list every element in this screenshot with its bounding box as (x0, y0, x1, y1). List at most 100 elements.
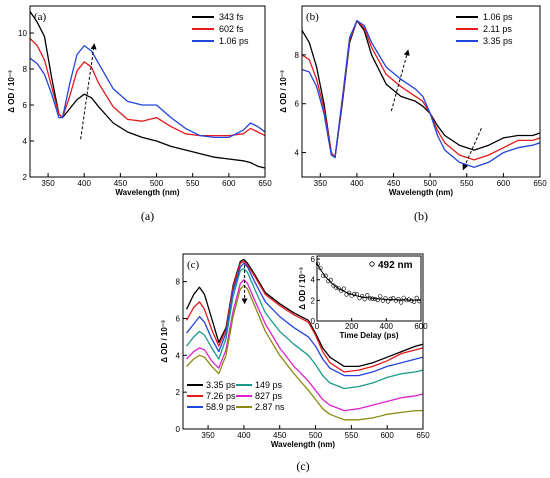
inset-y-tick-label-2: 4 (311, 276, 316, 285)
inset-annotation: 492 nm (378, 260, 413, 271)
x-tick-label-b-5: 600 (497, 179, 511, 188)
legend-label-c-0: 3.35 ps (206, 380, 236, 390)
y-tick-label-b-1: 6 (295, 100, 300, 109)
y-tick-label-a-3: 8 (23, 65, 28, 74)
x-axis-label-a: Wavelength (nm) (115, 188, 179, 197)
y-tick-label-c-4: 8 (176, 278, 181, 287)
y-tick-label-a-4: 10 (18, 29, 27, 38)
inset-data-point (388, 296, 393, 302)
x-tick-label-c-4: 550 (345, 431, 359, 440)
y-tick-label-c-3: 6 (176, 314, 181, 323)
plot-frame-b (301, 5, 541, 178)
legend-label-a-1: 602 fs (219, 24, 244, 34)
x-tick-label-c-5: 600 (380, 431, 394, 440)
y-tick-label-a-0: 2 (23, 173, 28, 182)
x-tick-label-a-5: 600 (222, 179, 236, 188)
x-tick-label-a-2: 450 (114, 179, 128, 188)
inset-x-tick-label-0: 0 (315, 322, 320, 331)
x-tick-label-b-0: 350 (314, 179, 328, 188)
y-tick-label-a-2: 6 (23, 101, 28, 110)
series-group-b (302, 20, 540, 168)
inset-data-point (378, 294, 383, 299)
legend-label-b-1: 2.11 ps (483, 24, 512, 34)
x-tick-label-c-2: 450 (273, 431, 287, 440)
panel-label-c: (c) (187, 259, 200, 271)
x-tick-label-c-1: 400 (237, 431, 251, 440)
inset-data-point (409, 298, 414, 303)
inset-x-axis-label: Time Delay (ps) (340, 331, 399, 340)
series-line-c-1 (186, 260, 423, 373)
inset-data-point (341, 286, 347, 291)
x-tick-label-a-4: 550 (186, 179, 200, 188)
x-tick-label-c-3: 500 (309, 431, 323, 440)
x-tick-label-b-3: 500 (423, 179, 437, 188)
panel-caption-a: (a) (141, 209, 154, 223)
inset-fit-line (316, 262, 421, 301)
legend-label-b-2: 3.35 ps (483, 36, 513, 46)
series-line-a-0 (30, 11, 265, 169)
series-line-c-3 (186, 268, 423, 390)
panel-c: 350 400 450 500 550 600 650 0 2 4 6 8 Wavelength (nm… (160, 253, 430, 473)
x-tick-label-a-1: 400 (78, 179, 92, 188)
x-tick-label-b-4: 550 (460, 179, 474, 188)
y-axis-label-c: Δ OD / 10⁻³ (160, 320, 169, 363)
legend-label-c-1: 7.26 ps (206, 391, 236, 401)
panel-label-a: (a) (34, 11, 47, 23)
panel-label-b: (b) (306, 11, 319, 23)
inset-frame (316, 255, 422, 322)
y-tick-label-a-1: 4 (23, 137, 28, 146)
inset-y-tick-label-1: 2 (311, 296, 316, 305)
x-tick-label-b-2: 450 (387, 179, 401, 188)
legend-label-c-5: 2.87 ns (255, 402, 285, 412)
series-line-a-1 (30, 37, 265, 137)
inset-data-point (336, 286, 341, 291)
inset-chart: 0 200 400 600 0 2 4 6 Time Delay (ps) Δ OD / 10⁻³… (298, 255, 428, 340)
inset-data-point (383, 296, 388, 301)
y-axis-label-a: Δ OD / 10⁻³ (7, 70, 16, 113)
trend-arrow-b-rise (390, 49, 410, 112)
series-line-a-2 (30, 44, 265, 139)
inset-data-point (396, 297, 401, 302)
series-line-c-2 (186, 262, 423, 377)
x-tick-label-c-0: 350 (201, 431, 215, 440)
legend-label-c-4: 827 ps (255, 391, 283, 401)
legend-label-c-3: 149 ps (255, 380, 283, 390)
x-tick-label-c-6: 650 (416, 431, 430, 440)
x-tick-label-a-6: 650 (258, 179, 272, 188)
series-line-b-2 (302, 20, 540, 168)
legend-label-a-0: 343 fs (219, 12, 244, 22)
inset-y-axis-label: Δ OD / 10⁻³ (298, 267, 307, 310)
series-line-c-5 (186, 284, 423, 421)
x-tick-label-b-6: 650 (533, 179, 547, 188)
x-axis-label-c: Wavelength (nm) (271, 440, 335, 449)
x-tick-label-a-0: 350 (41, 179, 55, 188)
inset-x-tick-label-2: 400 (380, 322, 394, 331)
legend-label-c-2: 58.9 ps (206, 402, 236, 412)
inset-data-point (331, 283, 336, 288)
inset-legend-marker (369, 261, 375, 267)
series-group-c (186, 258, 423, 421)
y-axis-label-b: Δ OD / 10⁻³ (279, 70, 288, 113)
x-tick-label-a-3: 500 (150, 179, 164, 188)
panel-caption-b: (b) (414, 209, 428, 223)
x-axis-label-b: Wavelength (nm) (389, 188, 453, 197)
legend-label-b-0: 1.06 ps (483, 12, 513, 22)
legend-label-a-2: 1.06 ps (219, 36, 249, 46)
y-tick-label-c-1: 2 (176, 388, 181, 397)
inset-data-point (328, 277, 334, 283)
plot-frame-a (29, 5, 266, 178)
inset-data-point (399, 300, 404, 305)
series-group-a (30, 11, 265, 169)
trend-arrow-a (80, 43, 97, 140)
inset-x-tick-label-3: 600 (414, 322, 428, 331)
y-tick-label-c-0: 0 (176, 425, 181, 434)
panel-caption-c: (c) (296, 459, 309, 473)
y-tick-label-b-2: 8 (295, 51, 300, 60)
panel-a: 350 400 450 500 550 600 650 2 4 6 8 10 Wavelength (n… (7, 5, 272, 223)
y-tick-label-c-2: 4 (176, 351, 181, 360)
plot-frame-c (182, 253, 424, 430)
inset-data-point (365, 293, 370, 298)
inset-x-tick-label-1: 200 (345, 322, 359, 331)
y-tick-label-b-0: 4 (295, 149, 300, 158)
